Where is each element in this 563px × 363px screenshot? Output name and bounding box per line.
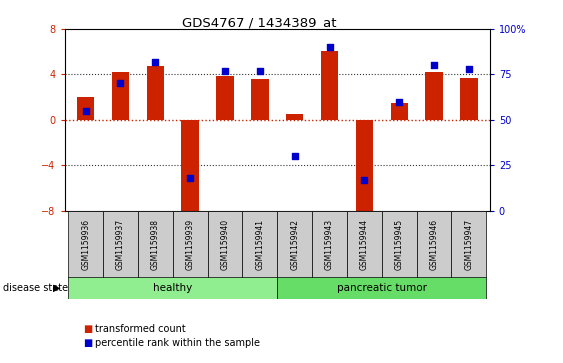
Point: [325, 44, 334, 50]
Text: disease state: disease state: [3, 283, 68, 293]
Bar: [278, 211, 312, 278]
Bar: [68, 211, 103, 278]
Bar: [312, 211, 347, 278]
Point: [81, 108, 90, 114]
Bar: [391, 103, 408, 120]
Text: GSM1159942: GSM1159942: [290, 219, 299, 270]
Text: GSM1159946: GSM1159946: [430, 219, 439, 270]
Point: [464, 66, 473, 72]
Bar: [173, 211, 208, 278]
Bar: [426, 72, 443, 120]
Text: GSM1159937: GSM1159937: [116, 219, 125, 270]
Bar: [452, 211, 486, 278]
Text: GSM1159941: GSM1159941: [256, 219, 265, 270]
Text: ■: ■: [83, 338, 92, 348]
Text: percentile rank within the sample: percentile rank within the sample: [95, 338, 260, 348]
Text: GSM1159943: GSM1159943: [325, 219, 334, 270]
Point: [290, 153, 299, 159]
Bar: [77, 97, 95, 120]
Bar: [103, 211, 138, 278]
Bar: [68, 277, 278, 299]
Text: GSM1159944: GSM1159944: [360, 219, 369, 270]
Text: GSM1159939: GSM1159939: [186, 219, 195, 270]
Text: ▶: ▶: [53, 283, 60, 293]
Text: transformed count: transformed count: [95, 323, 185, 334]
Point: [221, 68, 230, 74]
Text: GSM1159936: GSM1159936: [81, 219, 90, 270]
Point: [360, 177, 369, 183]
Point: [116, 81, 125, 86]
Bar: [243, 211, 278, 278]
Bar: [321, 50, 338, 120]
Bar: [146, 66, 164, 120]
Point: [256, 68, 265, 74]
Text: GDS4767 / 1434389_at: GDS4767 / 1434389_at: [182, 16, 336, 29]
Bar: [347, 211, 382, 278]
Text: ■: ■: [83, 323, 92, 334]
Point: [430, 62, 439, 68]
Point: [395, 99, 404, 105]
Point: [151, 59, 160, 65]
Text: GSM1159940: GSM1159940: [221, 219, 230, 270]
Bar: [181, 120, 199, 216]
Text: GSM1159945: GSM1159945: [395, 219, 404, 270]
Bar: [417, 211, 452, 278]
Bar: [208, 211, 243, 278]
Bar: [138, 211, 173, 278]
Text: GSM1159938: GSM1159938: [151, 219, 160, 270]
Text: healthy: healthy: [153, 283, 193, 293]
Bar: [251, 79, 269, 120]
Text: GSM1159947: GSM1159947: [464, 219, 473, 270]
Point: [186, 175, 195, 181]
Bar: [356, 120, 373, 214]
Bar: [382, 211, 417, 278]
Bar: [278, 277, 486, 299]
Bar: [216, 76, 234, 120]
Text: pancreatic tumor: pancreatic tumor: [337, 283, 427, 293]
Bar: [286, 114, 303, 120]
Bar: [460, 78, 477, 120]
Bar: [112, 72, 129, 120]
